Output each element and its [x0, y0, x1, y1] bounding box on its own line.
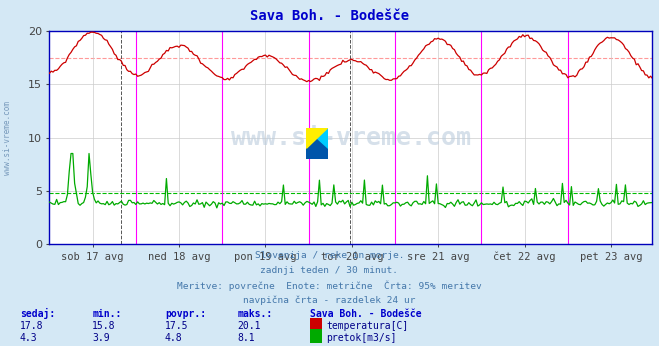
Text: maks.:: maks.: — [237, 309, 272, 319]
Text: 20.1: 20.1 — [237, 321, 261, 331]
Text: 17.5: 17.5 — [165, 321, 188, 331]
Text: Sava Boh. - Bodešče: Sava Boh. - Bodešče — [310, 309, 421, 319]
Text: Meritve: povrečne  Enote: metrične  Črta: 95% meritev: Meritve: povrečne Enote: metrične Črta: … — [177, 281, 482, 291]
Text: Sava Boh. - Bodešče: Sava Boh. - Bodešče — [250, 9, 409, 22]
Text: povpr.:: povpr.: — [165, 309, 206, 319]
Text: Slovenija / reke in morje.: Slovenija / reke in morje. — [255, 251, 404, 260]
Text: min.:: min.: — [92, 309, 122, 319]
Polygon shape — [306, 128, 328, 148]
Text: sedaj:: sedaj: — [20, 308, 55, 319]
Text: navpična črta - razdelek 24 ur: navpična črta - razdelek 24 ur — [243, 295, 416, 305]
Text: pretok[m3/s]: pretok[m3/s] — [326, 333, 397, 343]
Text: 4.3: 4.3 — [20, 333, 38, 343]
Text: 3.9: 3.9 — [92, 333, 110, 343]
Text: www.si-vreme.com: www.si-vreme.com — [231, 126, 471, 149]
Text: www.si-vreme.com: www.si-vreme.com — [3, 101, 13, 175]
Text: temperatura[C]: temperatura[C] — [326, 321, 409, 331]
Text: 4.8: 4.8 — [165, 333, 183, 343]
Text: 8.1: 8.1 — [237, 333, 255, 343]
Text: zadnji teden / 30 minut.: zadnji teden / 30 minut. — [260, 266, 399, 275]
Text: 17.8: 17.8 — [20, 321, 43, 331]
Text: 15.8: 15.8 — [92, 321, 116, 331]
Polygon shape — [306, 128, 328, 148]
